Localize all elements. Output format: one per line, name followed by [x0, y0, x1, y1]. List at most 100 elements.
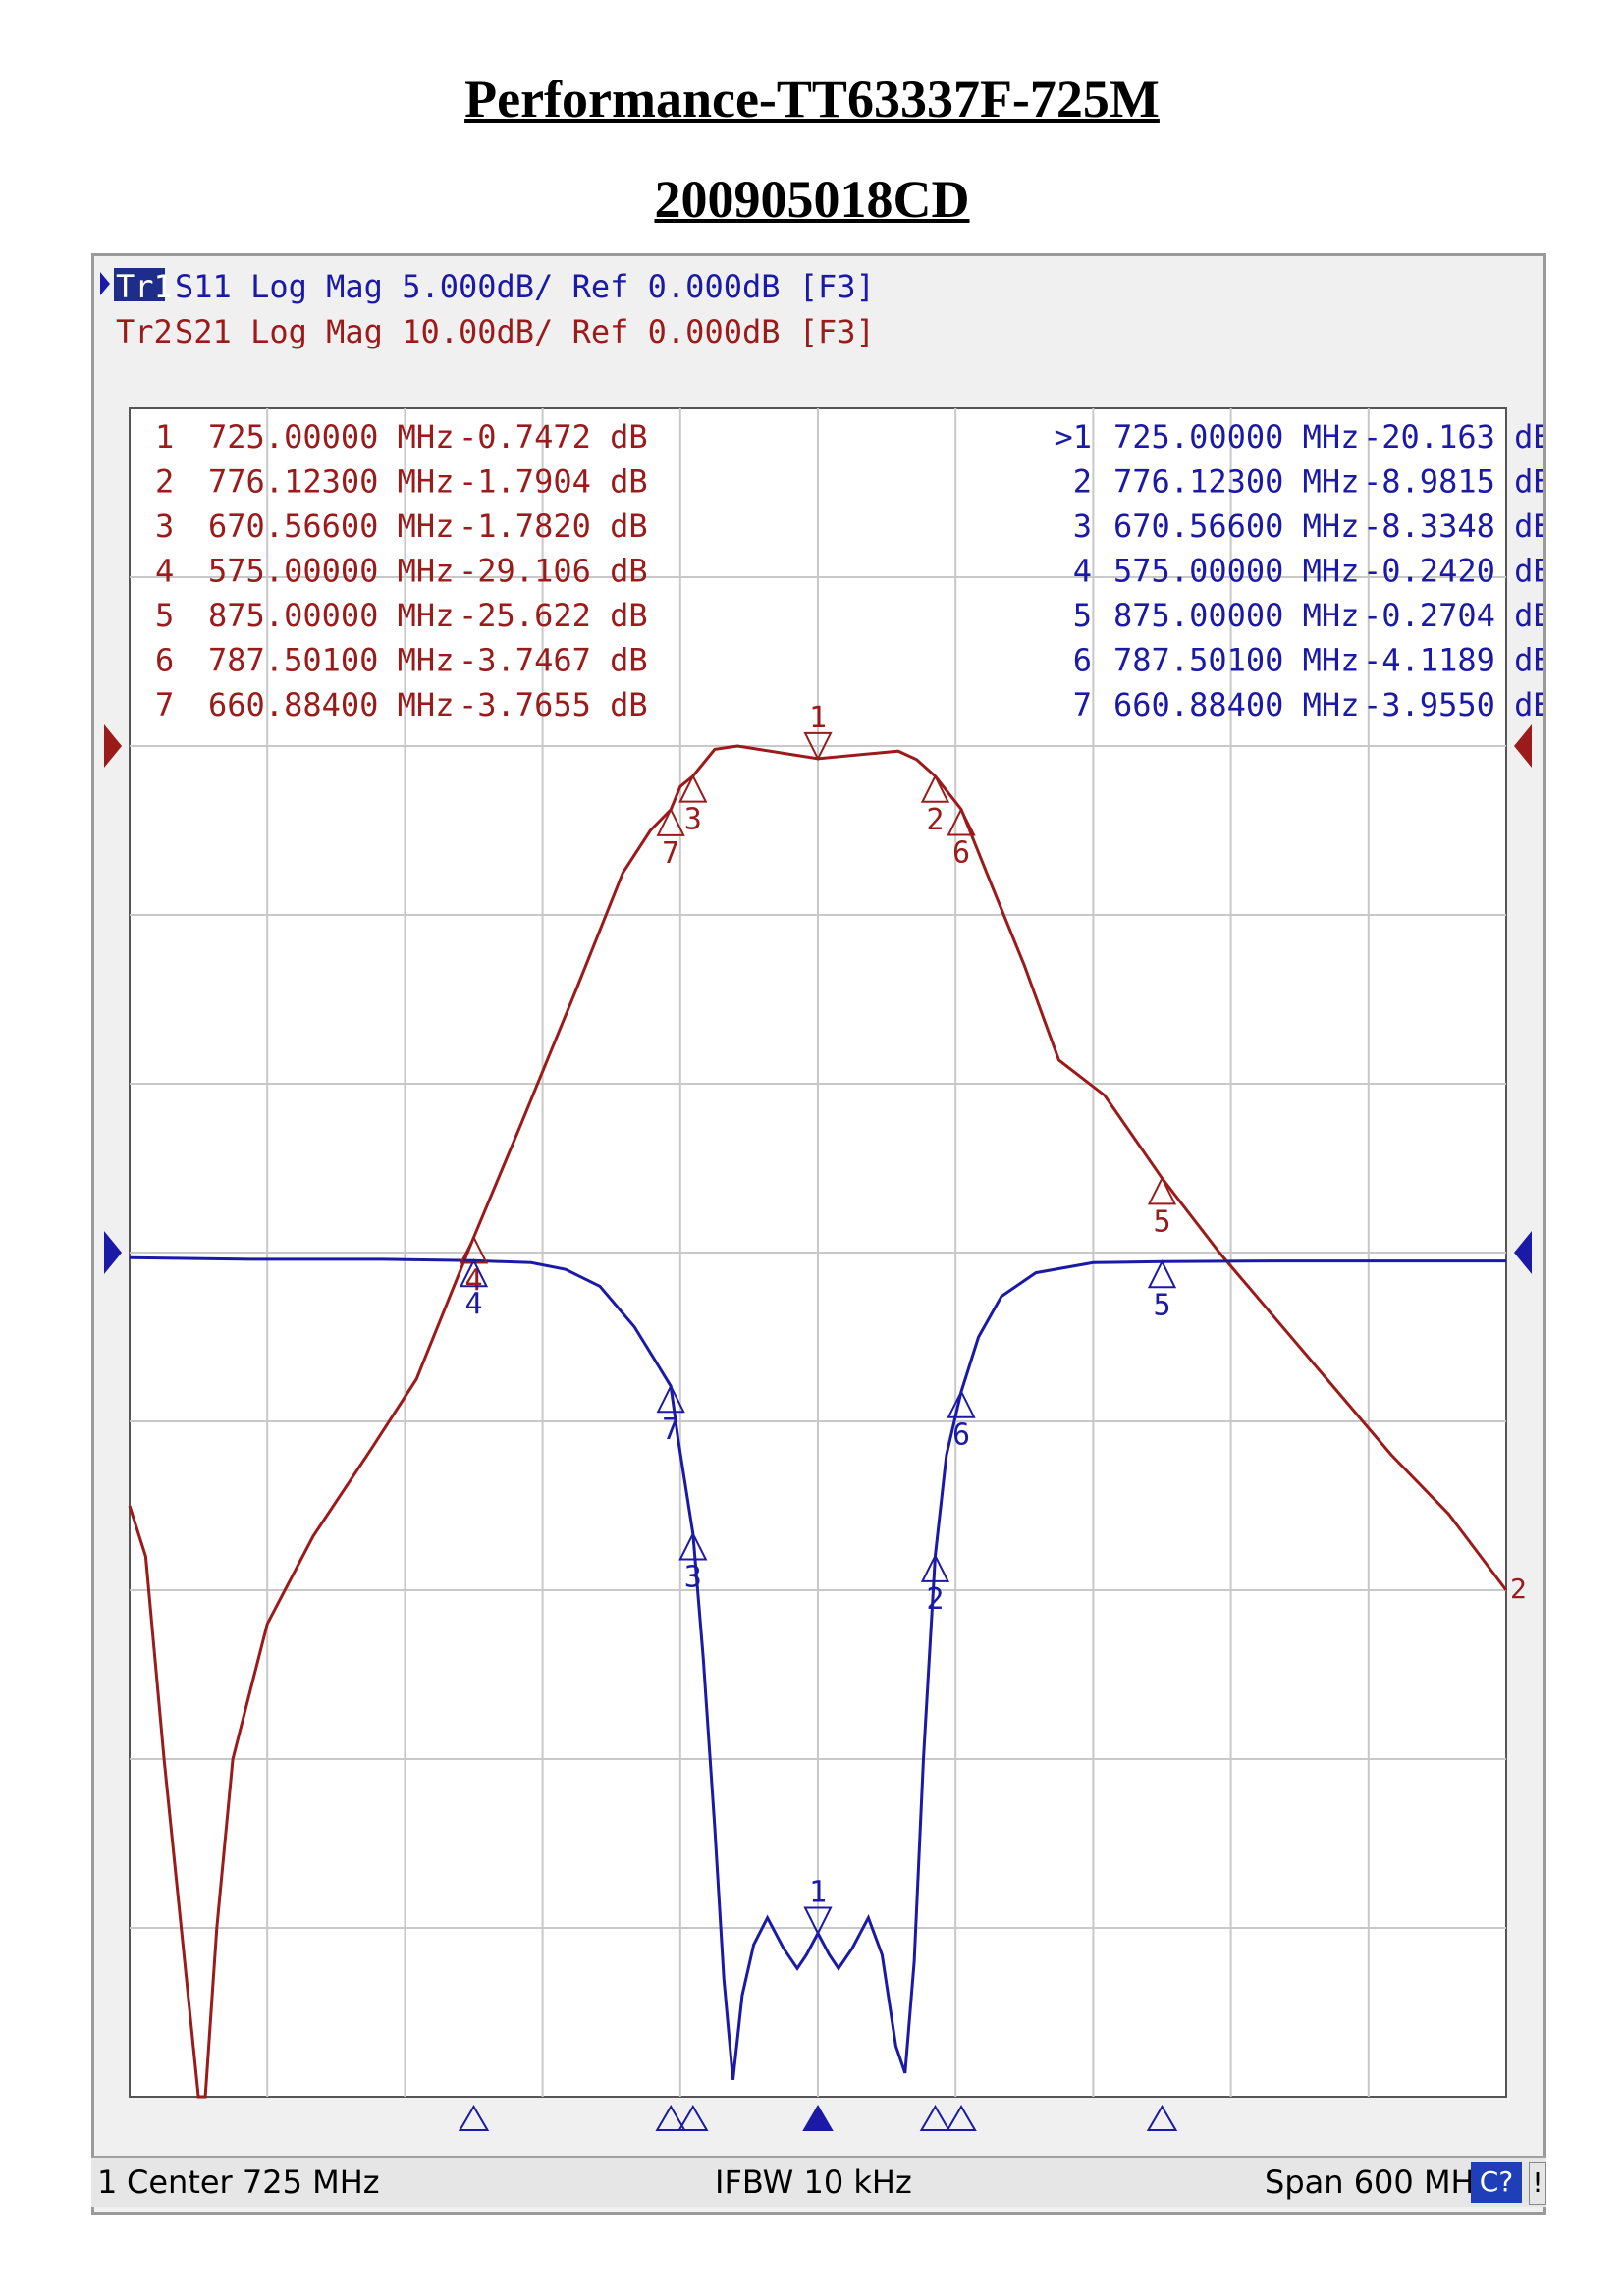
s21-edge-label: 2 — [1510, 1573, 1527, 1605]
active-trace-label-bg — [114, 268, 165, 301]
s11-marker-4-label: 4 — [464, 1287, 482, 1321]
s11-marker-3-label: 3 — [684, 1561, 702, 1595]
marker-position-indicator[interactable] — [655, 2105, 686, 2131]
marker-position-indicator[interactable] — [677, 2105, 709, 2131]
s21-marker-table-number: 4 — [155, 553, 174, 590]
page-title: Performance-TT63337F-725M — [464, 70, 1160, 129]
status-bar: 1 Center 725 MHz IFBW 10 kHz Span 600 MH… — [91, 2156, 1546, 2207]
marker-position-indicator[interactable] — [919, 2105, 951, 2131]
s21-marker-table-number: 3 — [155, 507, 174, 545]
s11-marker-1-label: 1 — [809, 1876, 827, 1910]
s11-marker-1 — [803, 1906, 833, 1936]
s11-marker-table-value: -20.163 dB — [1363, 418, 1543, 455]
calibration-status-button[interactable]: C? — [1471, 2162, 1522, 2203]
s21-marker-3 — [678, 774, 708, 803]
s21-marker-table-value: -29.106 dB — [459, 553, 648, 590]
warning-indicator: ! — [1529, 2162, 1546, 2205]
s11-marker-table-frequency: 787.50100 MHz — [1113, 642, 1359, 679]
s21-marker-table-frequency: 787.50100 MHz — [208, 642, 454, 679]
s11-marker-table-number: >1 — [1054, 418, 1092, 455]
s11-marker-table-number: 4 — [1073, 553, 1092, 590]
s21-marker-table-frequency: 575.00000 MHz — [208, 553, 454, 590]
s21-marker-7-label: 7 — [662, 836, 679, 871]
s21-marker-6-label: 6 — [952, 836, 970, 871]
marker-position-indicator[interactable] — [458, 2105, 490, 2131]
s11-marker-7 — [656, 1383, 685, 1414]
s21-reference-marker-right — [1514, 724, 1532, 768]
s21-marker-4 — [459, 1235, 489, 1264]
s21-marker-table-number: 2 — [155, 463, 174, 501]
marker-position-indicator[interactable] — [802, 2105, 834, 2131]
s11-marker-7-label: 7 — [662, 1413, 679, 1447]
s21-marker-5-label: 5 — [1153, 1204, 1170, 1239]
trace-settings-tr2: S21 Log Mag 10.00dB/ Ref 0.000dB [F3] — [175, 313, 875, 350]
span-frequency[interactable]: Span 600 MHz — [1265, 2163, 1491, 2201]
active-trace-pointer — [100, 272, 110, 295]
s11-marker-table-number: 2 — [1073, 463, 1092, 501]
s21-marker-table-frequency: 776.12300 MHz — [208, 463, 454, 501]
s21-marker-table-frequency: 725.00000 MHz — [208, 418, 454, 455]
s11-marker-table-value: -0.2704 dB — [1363, 597, 1543, 634]
s21-marker-table-number: 1 — [155, 418, 174, 455]
s21-marker-table-value: -0.7472 dB — [459, 418, 648, 455]
s11-marker-6 — [947, 1389, 976, 1418]
channel-number: 1 — [97, 2163, 118, 2201]
s11-reference-marker-left — [104, 1231, 122, 1274]
s21-marker-2-label: 2 — [926, 803, 944, 837]
s21-marker-table-frequency: 875.00000 MHz — [208, 597, 454, 634]
s21-marker-5 — [1147, 1176, 1177, 1205]
s21-marker-2 — [920, 774, 950, 803]
marker-position-indicator[interactable] — [946, 2105, 977, 2131]
s21-marker-7 — [656, 807, 685, 836]
s11-marker-6-label: 6 — [952, 1418, 970, 1453]
page-subtitle: 200905018CD — [654, 170, 970, 229]
analyzer-screen: Tr1 S11 Log Mag 5.000dB/ Ref 0.000dB [F3]… — [91, 253, 1546, 2215]
s21-marker-table-number: 6 — [155, 642, 174, 679]
s21-marker-6 — [947, 807, 976, 836]
s11-marker-table-value: -0.2420 dB — [1363, 553, 1543, 590]
s11-marker-table-value: -3.9550 dB — [1363, 686, 1543, 723]
s11-reference-marker-right — [1514, 1231, 1532, 1274]
center-frequency[interactable]: Center 725 MHz — [127, 2163, 380, 2201]
s11-marker-table-frequency: 575.00000 MHz — [1113, 553, 1359, 590]
trace-label-tr2: Tr2 — [116, 313, 173, 350]
s21-marker-table-frequency: 670.56600 MHz — [208, 507, 454, 545]
s21-marker-table-value: -1.7820 dB — [459, 507, 648, 545]
s21-reference-marker-left — [104, 724, 122, 768]
s21-marker-1-label: 1 — [809, 701, 827, 735]
s11-marker-table-frequency: 776.12300 MHz — [1113, 463, 1359, 501]
s11-marker-table-number: 5 — [1073, 597, 1092, 634]
s11-marker-table-frequency: 875.00000 MHz — [1113, 597, 1359, 634]
s11-marker-table-number: 7 — [1073, 686, 1092, 723]
s11-marker-table-value: -8.9815 dB — [1363, 463, 1543, 501]
s21-marker-3-label: 3 — [684, 803, 702, 837]
s11-marker-2 — [920, 1553, 950, 1582]
s21-marker-table-frequency: 660.88400 MHz — [208, 686, 454, 723]
trace-settings-tr1: S11 Log Mag 5.000dB/ Ref 0.000dB [F3] — [175, 268, 875, 305]
s11-marker-table-number: 6 — [1073, 642, 1092, 679]
s11-marker-table-frequency: 660.88400 MHz — [1113, 686, 1359, 723]
s21-marker-4-label: 4 — [464, 1264, 482, 1299]
s21-marker-table-value: -3.7655 dB — [459, 686, 648, 723]
trace-label-tr1: Tr1 — [116, 268, 173, 305]
network-analyzer-chart: Tr1 S11 Log Mag 5.000dB/ Ref 0.000dB [F3]… — [100, 268, 1543, 2131]
s11-marker-3 — [678, 1531, 708, 1561]
s11-marker-table-number: 3 — [1073, 507, 1092, 545]
s21-marker-table-value: -3.7467 dB — [459, 642, 648, 679]
s11-marker-4 — [459, 1258, 489, 1288]
s11-marker-table-value: -4.1189 dB — [1363, 642, 1543, 679]
s11-marker-5 — [1147, 1259, 1177, 1289]
s11-trace-line — [129, 1255, 1506, 2080]
s11-marker-table-frequency: 725.00000 MHz — [1113, 418, 1359, 455]
s21-marker-table-value: -25.622 dB — [459, 597, 648, 634]
s21-marker-table-number: 7 — [155, 686, 174, 723]
if-bandwidth[interactable]: IFBW 10 kHz — [715, 2163, 912, 2201]
s21-marker-table-number: 5 — [155, 597, 174, 634]
s11-marker-2-label: 2 — [926, 1582, 944, 1617]
s11-marker-table-value: -8.3348 dB — [1363, 507, 1543, 545]
s11-marker-5-label: 5 — [1153, 1288, 1170, 1322]
marker-position-indicator[interactable] — [1146, 2105, 1178, 2131]
s21-marker-table-value: -1.7904 dB — [459, 463, 648, 501]
s21-marker-1 — [803, 731, 833, 762]
s11-marker-table-frequency: 670.56600 MHz — [1113, 507, 1359, 545]
